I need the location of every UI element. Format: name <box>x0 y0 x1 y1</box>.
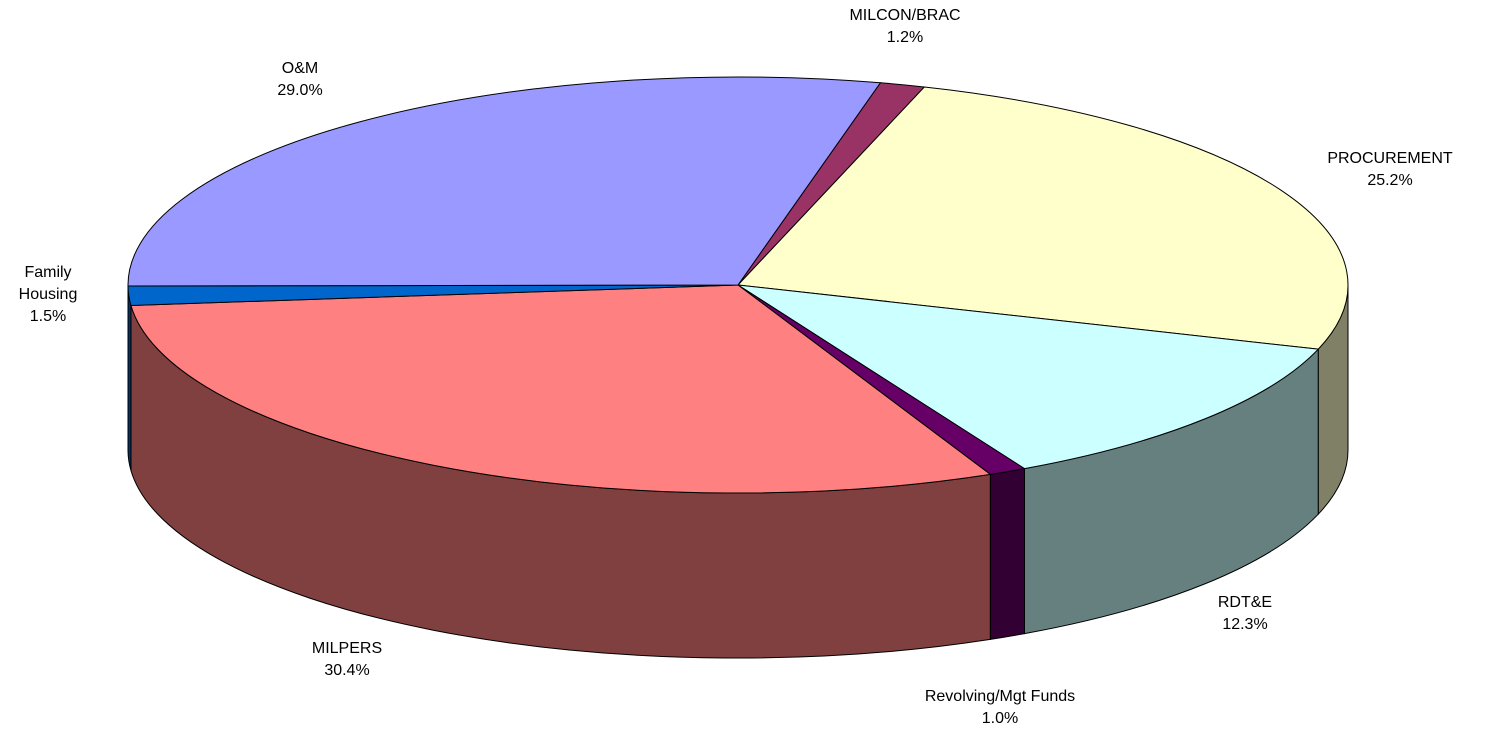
slice <box>736 86 1349 350</box>
value-label: 12.3% <box>1222 616 1268 633</box>
category-name: MILCON/BRAC <box>849 7 961 24</box>
category-name: RDT&E <box>1217 594 1273 611</box>
slice-side <box>989 468 1025 640</box>
category-name: Family Housing <box>18 264 78 303</box>
slice <box>130 284 992 494</box>
slice-label: Family Housing 1.5% <box>8 262 88 328</box>
slice-label: Revolving/Mgt Funds 1.0% <box>870 686 1130 730</box>
slice <box>737 284 1320 470</box>
slice-label: MILPERS 30.4% <box>272 638 422 682</box>
category-name: O&M <box>281 60 319 77</box>
value-label: 1.5% <box>29 308 67 325</box>
slice-label: O&M 29.0% <box>225 58 375 102</box>
slice-label: MILCON/BRAC 1.2% <box>805 5 1005 49</box>
slice <box>127 76 882 287</box>
category-name: MILPERS <box>311 640 383 657</box>
category-name: Revolving/Mgt Funds <box>924 688 1076 705</box>
value-label: 30.4% <box>324 662 370 679</box>
category-name: PROCUREMENT <box>1327 150 1453 167</box>
value-label: 25.2% <box>1367 172 1413 189</box>
sides <box>127 284 1349 659</box>
slice-label: RDT&E 12.3% <box>1170 592 1320 636</box>
value-label: 1.0% <box>981 710 1019 727</box>
value-label: 29.0% <box>277 82 323 99</box>
tops <box>127 76 1349 494</box>
value-label: 1.2% <box>886 29 924 46</box>
slice-label: PROCUREMENT 25.2% <box>1290 148 1490 192</box>
